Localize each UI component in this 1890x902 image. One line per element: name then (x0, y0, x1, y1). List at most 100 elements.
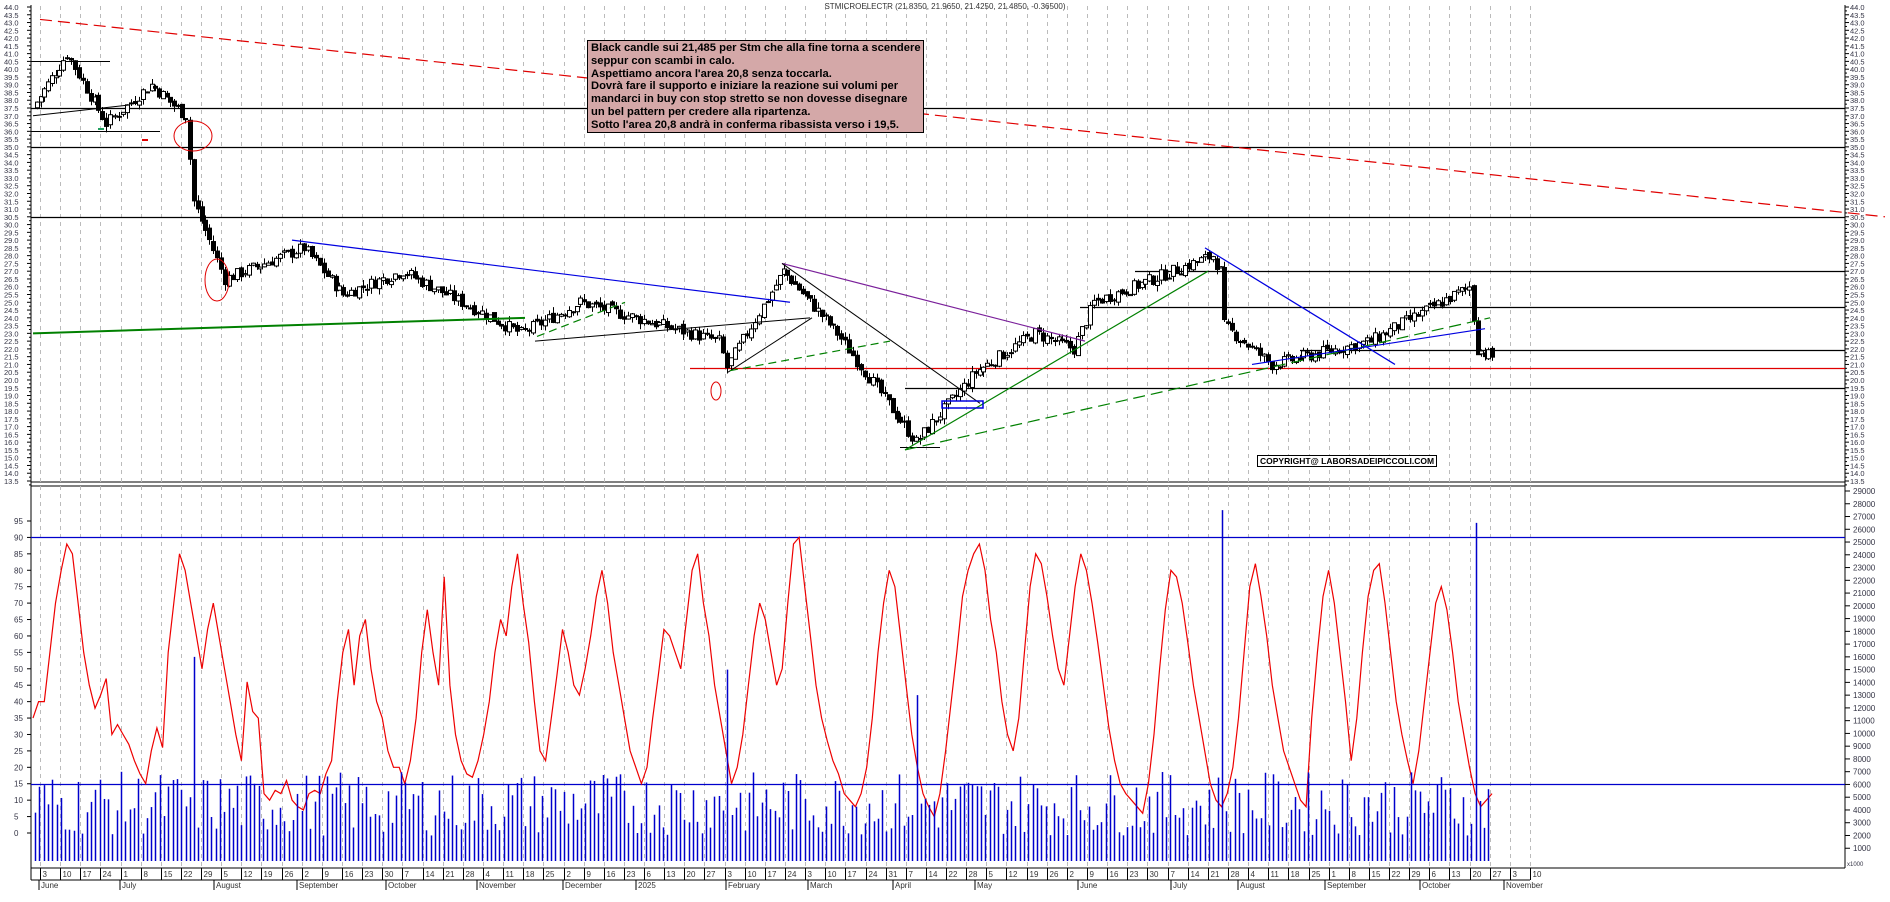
svg-text:10: 10 (748, 870, 757, 879)
note-line: Aspettiamo ancora l'area 20,8 senza tocc… (591, 67, 832, 80)
svg-text:24.5: 24.5 (1850, 306, 1865, 315)
svg-text:38.0: 38.0 (1850, 96, 1865, 105)
red-circle-marker (204, 258, 230, 302)
svg-text:April: April (895, 881, 911, 890)
svg-text:x1000: x1000 (1847, 862, 1864, 868)
svg-text:9000: 9000 (1853, 742, 1871, 751)
svg-text:15.5: 15.5 (1850, 446, 1865, 455)
svg-text:17.0: 17.0 (1850, 423, 1865, 432)
svg-text:19000: 19000 (1853, 615, 1876, 624)
svg-text:18.0: 18.0 (4, 407, 19, 416)
svg-text:0: 0 (14, 829, 19, 838)
svg-text:2: 2 (1070, 870, 1075, 879)
svg-text:2000: 2000 (1853, 831, 1871, 840)
svg-text:7: 7 (405, 870, 410, 879)
svg-text:27.0: 27.0 (1850, 267, 1865, 276)
svg-text:22.0: 22.0 (4, 345, 19, 354)
svg-text:30: 30 (1150, 870, 1159, 879)
svg-text:17: 17 (848, 870, 857, 879)
svg-text:5: 5 (14, 813, 19, 822)
svg-text:26.5: 26.5 (4, 275, 19, 284)
svg-text:39.0: 39.0 (4, 81, 19, 90)
svg-text:28.0: 28.0 (1850, 252, 1865, 261)
svg-text:36.0: 36.0 (4, 127, 19, 136)
svg-text:22.0: 22.0 (1850, 345, 1865, 354)
svg-text:5: 5 (989, 870, 994, 879)
trendlines (32, 18, 1886, 451)
svg-text:June: June (41, 881, 59, 890)
svg-text:35.5: 35.5 (4, 135, 19, 144)
svg-text:16.0: 16.0 (4, 438, 19, 447)
svg-text:19.0: 19.0 (4, 392, 19, 401)
svg-text:24.0: 24.0 (4, 314, 19, 323)
svg-text:15.0: 15.0 (4, 454, 19, 463)
svg-text:23: 23 (1130, 870, 1139, 879)
svg-text:July: July (122, 881, 136, 890)
svg-text:60: 60 (14, 632, 23, 641)
svg-text:43.5: 43.5 (4, 11, 19, 20)
svg-text:16: 16 (345, 870, 354, 879)
svg-text:3: 3 (1513, 870, 1518, 879)
svg-text:December: December (565, 881, 602, 890)
svg-text:10: 10 (63, 870, 72, 879)
svg-text:June: June (1080, 881, 1098, 890)
svg-text:23.0: 23.0 (1850, 329, 1865, 338)
analysis-note: Black candle sui 21,485 per Stm che alla… (587, 40, 924, 133)
svg-text:14: 14 (929, 870, 938, 879)
svg-text:35.0: 35.0 (4, 143, 19, 152)
svg-text:20000: 20000 (1853, 602, 1876, 611)
svg-text:20: 20 (14, 763, 23, 772)
note-line: mandarci in buy con stop stretto se non … (591, 93, 908, 106)
svg-text:14.5: 14.5 (4, 461, 19, 470)
svg-text:May: May (977, 881, 992, 890)
svg-text:10000: 10000 (1853, 729, 1876, 738)
svg-text:31.5: 31.5 (1850, 197, 1865, 206)
svg-text:43.0: 43.0 (1850, 19, 1865, 28)
svg-text:21.5: 21.5 (1850, 353, 1865, 362)
svg-text:20.0: 20.0 (1850, 376, 1865, 385)
svg-text:35.5: 35.5 (1850, 135, 1865, 144)
svg-text:29: 29 (204, 870, 213, 879)
svg-text:12: 12 (244, 870, 253, 879)
red-circle-marker (710, 381, 722, 401)
svg-text:43.0: 43.0 (4, 19, 19, 28)
svg-text:20: 20 (687, 870, 696, 879)
svg-text:45: 45 (14, 681, 23, 690)
svg-text:28: 28 (466, 870, 475, 879)
svg-text:August: August (1240, 881, 1266, 890)
svg-text:15: 15 (164, 870, 173, 879)
svg-text:23: 23 (627, 870, 636, 879)
svg-text:16.0: 16.0 (1850, 438, 1865, 447)
svg-text:11: 11 (1271, 870, 1280, 879)
svg-text:24: 24 (788, 870, 797, 879)
svg-text:31: 31 (889, 870, 898, 879)
svg-text:8: 8 (1352, 870, 1357, 879)
svg-text:20.5: 20.5 (1850, 368, 1865, 377)
svg-text:30.0: 30.0 (4, 221, 19, 230)
svg-text:2025: 2025 (638, 881, 656, 890)
svg-text:12000: 12000 (1853, 704, 1876, 713)
svg-text:11: 11 (506, 870, 515, 879)
svg-text:44.0: 44.0 (4, 3, 19, 12)
svg-text:34.0: 34.0 (1850, 158, 1865, 167)
svg-text:32.0: 32.0 (1850, 189, 1865, 198)
svg-text:15000: 15000 (1853, 666, 1876, 675)
svg-text:36.5: 36.5 (1850, 120, 1865, 129)
svg-text:27: 27 (707, 870, 716, 879)
svg-text:August: August (216, 881, 242, 890)
svg-text:18: 18 (1291, 870, 1300, 879)
svg-text:October: October (1422, 881, 1451, 890)
svg-text:24.5: 24.5 (4, 306, 19, 315)
svg-text:26: 26 (1050, 870, 1059, 879)
svg-text:6000: 6000 (1853, 780, 1871, 789)
svg-text:6: 6 (1432, 870, 1437, 879)
svg-text:33.5: 33.5 (4, 166, 19, 175)
price-axis: 44.0 44.043.5 43.543.0 43.042.5 42.542.0 42.0… (4, 3, 1876, 868)
svg-text:9: 9 (1090, 870, 1095, 879)
svg-text:14: 14 (1191, 870, 1200, 879)
svg-text:15.0: 15.0 (1850, 454, 1865, 463)
chart-title: STMICROELECTR (21.8350, 21.9650, 21.4250… (824, 2, 1066, 11)
svg-text:19.5: 19.5 (1850, 384, 1865, 393)
svg-text:September: September (1327, 881, 1366, 890)
